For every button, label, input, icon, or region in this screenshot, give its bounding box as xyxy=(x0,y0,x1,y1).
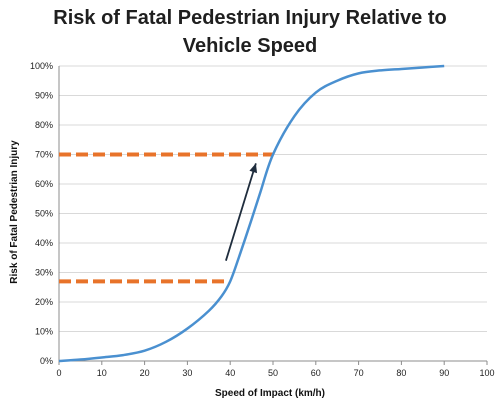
x-tick-label: 20 xyxy=(140,368,150,378)
y-tick-label: 20% xyxy=(35,297,53,307)
x-tick-label: 40 xyxy=(225,368,235,378)
x-tick-label: 70 xyxy=(354,368,364,378)
series xyxy=(58,64,445,363)
axes xyxy=(58,66,488,365)
y-tick-label: 100% xyxy=(30,61,53,71)
reference-lines xyxy=(59,152,273,284)
x-tick-label: 0 xyxy=(56,368,61,378)
tick-labels: 0% 10% 20% 30% 40% 50% 60% 70% 80% 90% 100% 0 10 20 30… xyxy=(30,61,495,378)
y-tick-label: 70% xyxy=(35,150,53,160)
annotation-arrow xyxy=(225,163,258,261)
x-tick-label: 50 xyxy=(268,368,278,378)
x-tick-label: 80 xyxy=(396,368,406,378)
y-tick-label: 30% xyxy=(35,268,53,278)
grid xyxy=(59,65,487,332)
arrow-shaft xyxy=(225,163,257,261)
x-tick-label: 90 xyxy=(439,368,449,378)
y-tick-label: 10% xyxy=(35,327,53,337)
x-axis-label: Speed of Impact (km/h) xyxy=(215,388,325,399)
y-tick-label: 80% xyxy=(35,120,53,130)
x-tick-label: 100 xyxy=(479,368,494,378)
chart-title-line-1: Risk of Fatal Pedestrian Injury Relative… xyxy=(53,7,446,29)
series-line xyxy=(58,64,445,363)
y-tick-label: 60% xyxy=(35,179,53,189)
y-axis-label: Risk of Fatal Pedestrian Injury xyxy=(9,140,20,284)
chart-title-line-2: Vehicle Speed xyxy=(183,35,318,57)
x-tick-label: 10 xyxy=(97,368,107,378)
y-tick-label: 90% xyxy=(35,91,53,101)
y-tick-label: 40% xyxy=(35,238,53,248)
x-tick-label: 30 xyxy=(182,368,192,378)
arrow-head xyxy=(249,163,258,174)
y-tick-label: 0% xyxy=(40,356,53,366)
x-tick-label: 60 xyxy=(311,368,321,378)
y-tick-label: 50% xyxy=(35,209,53,219)
